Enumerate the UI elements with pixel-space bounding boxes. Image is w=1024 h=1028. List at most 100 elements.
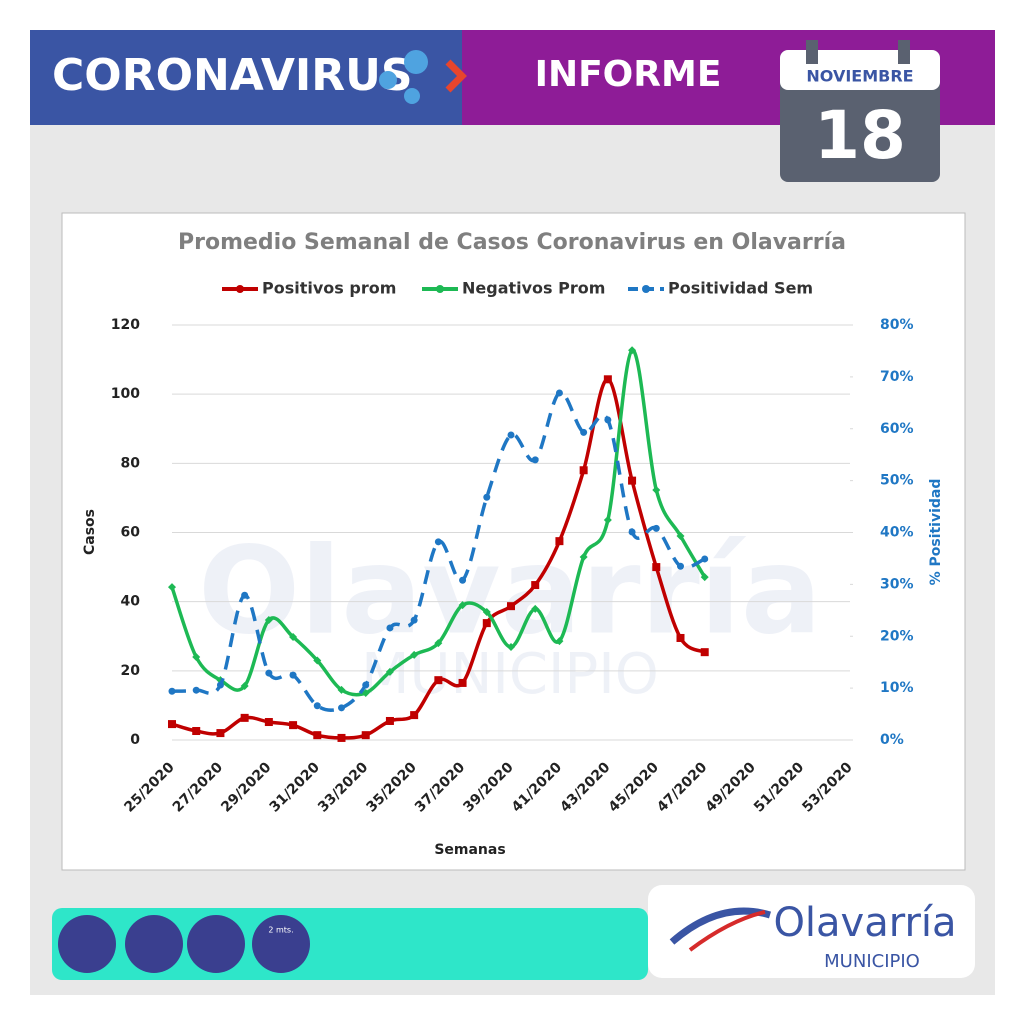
marker [434, 676, 443, 685]
logo-subtext: MUNICIPIO [824, 951, 920, 972]
series-line [170, 348, 707, 697]
marker [555, 389, 563, 397]
marker [361, 731, 370, 740]
marker [507, 642, 515, 651]
y-tick-label: 40 [121, 594, 141, 610]
marker [507, 602, 515, 611]
arrow-icon [445, 59, 467, 93]
chart-title: Promedio Semanal de Casos Coronavirus en… [178, 230, 846, 255]
y-tick-label: 80 [121, 455, 141, 471]
marker [313, 702, 321, 710]
marker [579, 466, 588, 475]
marker [241, 591, 249, 599]
marker [652, 563, 661, 572]
header-title: CORONAVIRUS [52, 50, 413, 101]
marker [458, 601, 467, 610]
marker [652, 524, 660, 532]
virus-icons [379, 50, 428, 104]
marker [264, 615, 273, 624]
y-tick-label: 20 [121, 663, 141, 679]
marker [482, 619, 491, 628]
marker [313, 656, 322, 665]
header-subtitle: INFORME [535, 54, 722, 95]
marker [603, 375, 612, 384]
marker [652, 485, 661, 494]
y2-tick-label: 70% [880, 369, 914, 385]
marker [531, 581, 540, 590]
marker [337, 685, 346, 694]
marker [628, 346, 637, 355]
series-line [171, 391, 706, 712]
marker [289, 632, 298, 641]
marker [676, 633, 685, 642]
y-axis-label: Casos [82, 509, 98, 555]
y2-tick-label: 60% [880, 421, 914, 437]
calendar-day: 18 [814, 97, 906, 174]
marker [385, 667, 394, 676]
distance-label: 2 mts. [268, 926, 293, 935]
marker [531, 456, 539, 464]
legend-marker [236, 285, 244, 293]
marker [507, 431, 515, 439]
marker [603, 516, 612, 525]
legend-label: Negativos Prom [462, 279, 605, 298]
marker [555, 537, 564, 546]
marker [555, 637, 564, 646]
marker [168, 720, 176, 729]
y2-tick-label: 40% [880, 525, 914, 541]
calendar-month: NOVIEMBRE [806, 67, 913, 86]
legend-marker [642, 285, 650, 293]
y2-tick-label: 0% [880, 732, 904, 748]
marker [458, 678, 467, 687]
marker [604, 416, 612, 424]
marker [677, 562, 684, 570]
watermark: Olavarría [198, 523, 822, 662]
y-tick-label: 100 [111, 386, 140, 402]
marker [192, 653, 201, 661]
chart-frame [61, 212, 966, 871]
marker [628, 476, 637, 485]
marker [313, 731, 322, 740]
logo-swoosh-red [688, 910, 766, 952]
calendar: NOVIEMBRE 18 [780, 40, 940, 182]
marker [385, 716, 394, 725]
marker [264, 718, 273, 727]
y2-tick-label: 50% [880, 473, 914, 489]
marker [579, 553, 588, 562]
marker [362, 681, 370, 689]
marker [192, 727, 201, 736]
logo-box [648, 885, 975, 978]
icons [58, 915, 310, 973]
marker [700, 648, 709, 657]
logo-text: Olavarría [773, 900, 956, 946]
y2-axis-label: % Positividad [928, 479, 944, 586]
marker [434, 538, 442, 546]
legend-marker [436, 285, 444, 293]
marker [628, 528, 636, 536]
marker [459, 576, 467, 584]
legend-label: Positividad Sem [668, 279, 813, 298]
marker [240, 713, 249, 722]
marker [289, 671, 297, 679]
watermark-sub: MUNICIPIO [361, 642, 659, 707]
y-tick-label: 120 [111, 317, 140, 333]
marker [192, 686, 200, 694]
marker [240, 682, 249, 691]
marker [483, 493, 491, 501]
x-axis-label: Semanas [434, 842, 505, 858]
marker [676, 531, 685, 540]
marker [265, 669, 273, 677]
y2-tick-label: 20% [880, 628, 914, 644]
marker [701, 555, 709, 563]
marker [700, 573, 709, 582]
marker [410, 616, 418, 624]
marker [531, 604, 540, 613]
y2-tick-label: 80% [880, 317, 914, 333]
y2-tick-label: 30% [880, 576, 914, 592]
marker [216, 729, 225, 738]
marker [410, 650, 419, 659]
marker [216, 681, 224, 689]
y-tick-label: 0 [130, 732, 140, 748]
